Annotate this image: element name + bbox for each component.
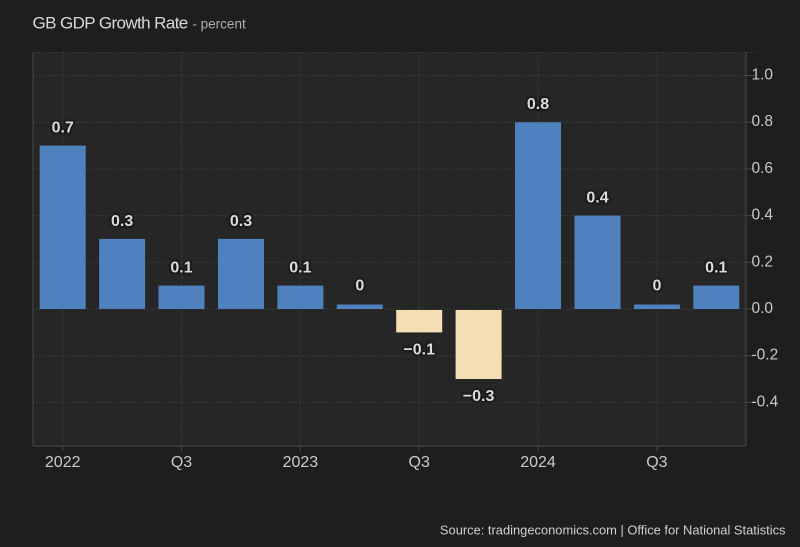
svg-text:0.1: 0.1 [705,259,727,276]
svg-text:0.1: 0.1 [289,259,311,276]
svg-text:0: 0 [652,278,661,295]
svg-text:0.4: 0.4 [586,189,608,206]
svg-text:0.2: 0.2 [752,253,774,270]
svg-text:0.3: 0.3 [230,213,252,230]
svg-text:−0.1: −0.1 [403,341,435,358]
svg-text:0.6: 0.6 [752,160,774,177]
svg-text:-0.2: -0.2 [752,347,779,364]
svg-text:2023: 2023 [283,454,319,471]
svg-text:0.8: 0.8 [527,96,549,113]
svg-text:-0.4: -0.4 [752,393,779,410]
svg-text:0.8: 0.8 [752,113,774,130]
svg-text:0.1: 0.1 [289,259,311,276]
svg-text:0.1: 0.1 [170,259,192,276]
svg-text:0.8: 0.8 [527,96,549,113]
svg-text:0: 0 [652,278,661,295]
svg-text:0.7: 0.7 [52,119,74,136]
svg-text:0: 0 [355,278,364,295]
svg-text:0.4: 0.4 [752,207,774,224]
svg-text:0.7: 0.7 [52,119,74,136]
svg-text:Q3: Q3 [171,454,192,471]
svg-text:Q3: Q3 [646,454,667,471]
svg-text:1.0: 1.0 [752,67,774,84]
svg-text:0.3: 0.3 [111,213,133,230]
svg-text:0.3: 0.3 [111,213,133,230]
svg-text:2022: 2022 [45,454,81,471]
svg-text:−0.3: −0.3 [463,388,495,405]
svg-text:Source: tradingeconomics.com |: Source: tradingeconomics.com | Office fo… [440,523,786,538]
svg-text:0.4: 0.4 [586,189,608,206]
svg-text:GB GDP Growth Rate - percent: GB GDP Growth Rate - percent [33,14,246,33]
svg-text:0.1: 0.1 [170,259,192,276]
svg-text:0: 0 [355,278,364,295]
svg-text:Q3: Q3 [409,454,430,471]
svg-text:−0.1: −0.1 [403,341,435,358]
svg-text:0.3: 0.3 [230,213,252,230]
svg-text:−0.3: −0.3 [463,388,495,405]
svg-text:0.1: 0.1 [705,259,727,276]
svg-text:0.0: 0.0 [752,300,774,317]
svg-text:2024: 2024 [520,454,556,471]
